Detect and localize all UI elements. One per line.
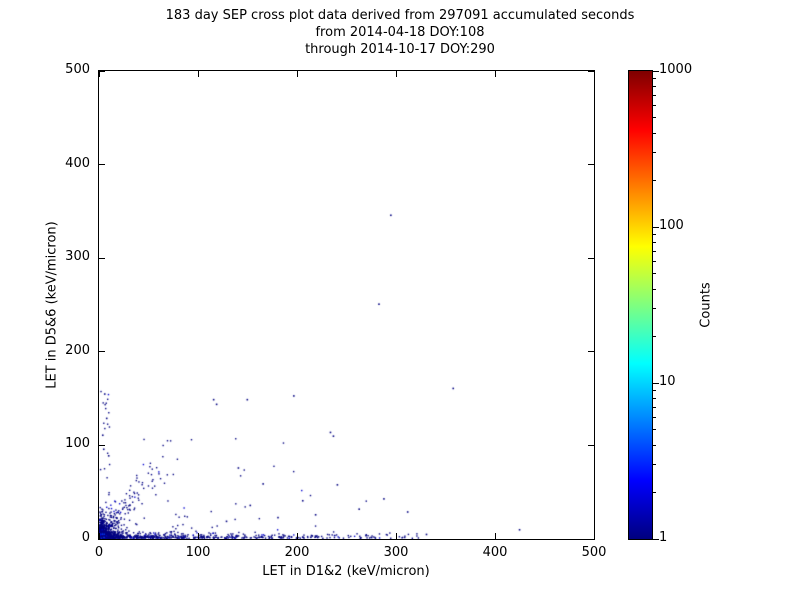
x-axis-label: LET in D1&2 (keV/micron) — [262, 564, 430, 579]
colorbar-minor-tick-mark — [653, 491, 656, 493]
x-tick-mark-top — [98, 71, 100, 77]
colorbar-minor-tick-mark — [653, 444, 656, 446]
colorbar-minor-tick-mark — [653, 406, 656, 408]
x-tick-mark — [593, 533, 595, 539]
x-tick-label: 500 — [581, 545, 607, 560]
plot-title-line-2: from 2014-04-18 DOY:108 — [315, 25, 485, 40]
colorbar-tick-mark — [653, 226, 659, 228]
plot-title-line-1: 183 day SEP cross plot data derived from… — [165, 8, 635, 23]
y-tick-mark-right — [588, 70, 594, 72]
x-tick-mark — [98, 533, 100, 539]
colorbar-tick-label: 100 — [659, 218, 684, 233]
colorbar-minor-tick-mark — [653, 417, 656, 419]
plot-title-line-3: through 2014-10-17 DOY:290 — [305, 42, 495, 57]
colorbar — [628, 70, 653, 540]
y-tick-label: 500 — [65, 62, 90, 77]
x-tick-label: 100 — [185, 545, 211, 560]
y-tick-label: 0 — [81, 530, 90, 545]
colorbar-minor-tick-mark — [653, 397, 656, 399]
scatter-plot-canvas — [99, 71, 594, 539]
colorbar-minor-tick-mark — [653, 179, 656, 181]
colorbar-minor-tick-mark — [653, 85, 656, 87]
y-axis-label: LET in D5&6 (keV/micron) — [44, 221, 60, 389]
colorbar-minor-tick-mark — [653, 77, 656, 79]
x-tick-label: 200 — [284, 545, 310, 560]
y-tick-label: 200 — [65, 342, 90, 358]
colorbar-minor-tick-mark — [653, 389, 656, 391]
colorbar-tick-mark — [653, 70, 659, 72]
x-tick-mark-top — [593, 71, 595, 77]
colorbar-tick-label: 10 — [659, 374, 676, 389]
colorbar-tick-label: 1000 — [659, 62, 693, 77]
x-tick-label: 400 — [482, 545, 508, 560]
colorbar-minor-tick-mark — [653, 233, 656, 235]
x-tick-mark-top — [494, 71, 496, 77]
y-tick-label: 400 — [65, 155, 90, 171]
y-tick-mark-right — [588, 257, 594, 259]
x-tick-mark-top — [395, 71, 397, 77]
colorbar-minor-tick-mark — [653, 308, 656, 310]
colorbar-minor-tick-mark — [653, 105, 656, 107]
y-tick-mark — [99, 444, 105, 446]
x-tick-label: 300 — [383, 545, 409, 560]
colorbar-minor-tick-mark — [653, 273, 656, 275]
y-tick-mark — [99, 164, 105, 166]
x-tick-mark-top — [197, 71, 199, 77]
y-tick-mark-right — [588, 538, 594, 540]
colorbar-minor-tick-mark — [653, 288, 656, 290]
colorbar-minor-tick-mark — [653, 94, 656, 96]
y-tick-mark-right — [588, 351, 594, 353]
y-tick-mark-right — [588, 444, 594, 446]
colorbar-tick-label: 1 — [659, 530, 668, 545]
y-tick-label: 300 — [65, 249, 90, 265]
colorbar-minor-tick-mark — [653, 429, 656, 431]
colorbar-minor-tick-mark — [653, 464, 656, 466]
colorbar-minor-tick-mark — [653, 241, 656, 243]
colorbar-minor-tick-mark — [653, 117, 656, 119]
x-tick-mark — [494, 533, 496, 539]
colorbar-minor-tick-mark — [653, 132, 656, 134]
x-tick-label: 0 — [94, 545, 104, 560]
y-tick-mark-right — [588, 164, 594, 166]
y-tick-mark — [99, 351, 105, 353]
colorbar-minor-tick-mark — [653, 250, 656, 252]
x-tick-mark-top — [296, 71, 298, 77]
plot-area — [98, 70, 595, 540]
colorbar-gradient — [629, 71, 652, 539]
colorbar-label: Counts — [698, 282, 714, 328]
x-tick-mark — [197, 533, 199, 539]
x-tick-mark — [296, 533, 298, 539]
colorbar-tick-mark — [653, 538, 659, 540]
y-tick-label: 100 — [65, 436, 90, 452]
y-tick-mark — [99, 257, 105, 259]
colorbar-minor-tick-mark — [653, 335, 656, 337]
colorbar-tick-mark — [653, 382, 659, 384]
colorbar-minor-tick-mark — [653, 152, 656, 154]
x-tick-mark — [395, 533, 397, 539]
y-tick-mark — [99, 70, 105, 72]
colorbar-minor-tick-mark — [653, 261, 656, 263]
y-tick-mark — [99, 538, 105, 540]
